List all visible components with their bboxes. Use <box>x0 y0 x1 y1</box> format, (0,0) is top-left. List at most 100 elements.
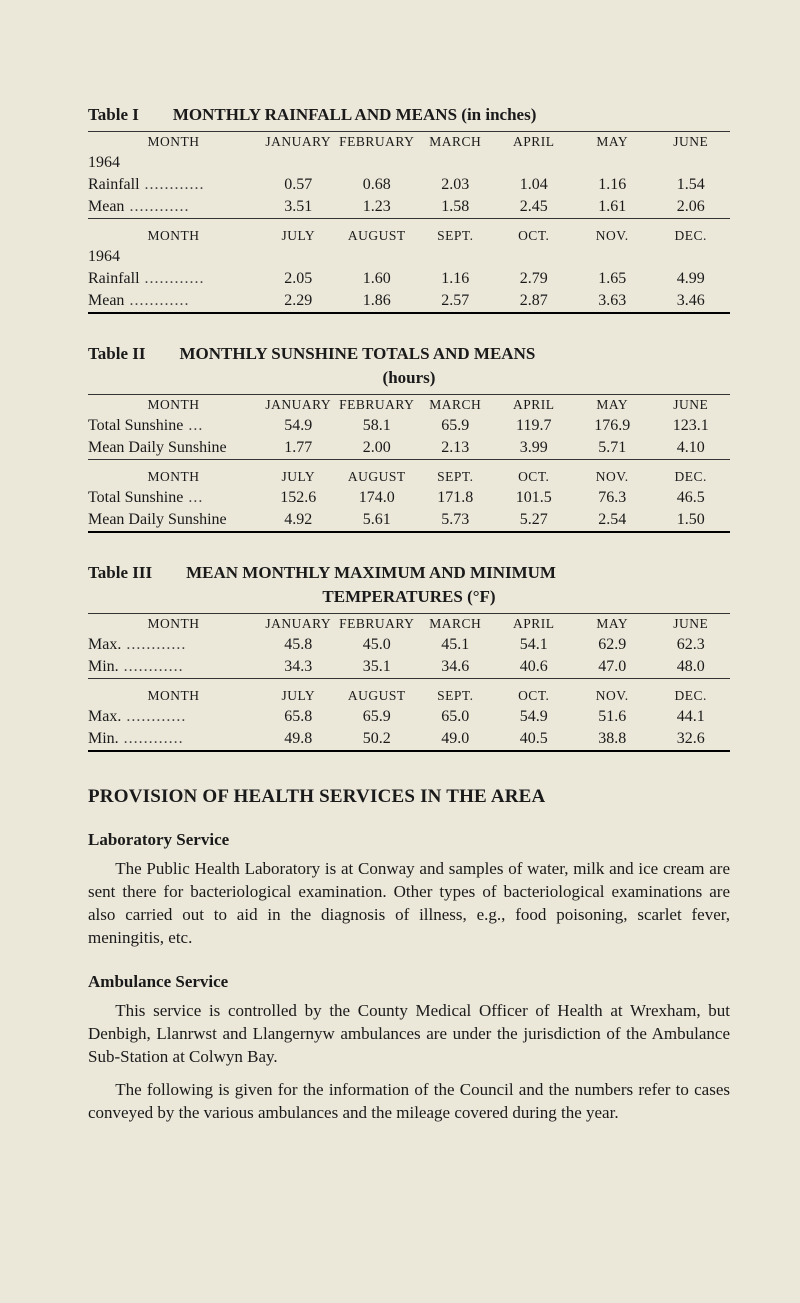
table-2-title-row: Table II MONTHLY SUNSHINE TOTALS AND MEA… <box>88 344 730 364</box>
col-head: NOV. <box>573 686 651 706</box>
col-head: JANUARY <box>259 395 337 416</box>
col-head: MARCH <box>416 614 494 635</box>
cell: 47.0 <box>573 656 651 679</box>
table-1: Table I MONTHLY RAINFALL AND MEANS (in i… <box>88 105 730 314</box>
col-head: AUGUST <box>338 686 416 706</box>
cell: 49.0 <box>416 728 494 750</box>
col-head: DEC. <box>651 467 730 487</box>
cell: 45.8 <box>259 634 337 656</box>
paragraph: This service is controlled by the County… <box>88 1000 730 1069</box>
table-row: Mean 2.29 1.86 2.57 2.87 3.63 3.46 <box>88 290 730 312</box>
col-head: JULY <box>259 686 337 706</box>
table-2-label: Table II <box>88 344 145 364</box>
col-head: OCT. <box>495 467 573 487</box>
table-row: Max. 65.8 65.9 65.0 54.9 51.6 44.1 <box>88 706 730 728</box>
cell: 1.16 <box>416 268 494 290</box>
cell: 4.99 <box>651 268 730 290</box>
row-name: Max. <box>88 708 186 725</box>
col-head: NOV. <box>573 467 651 487</box>
cell: 2.87 <box>495 290 573 312</box>
cell: 34.3 <box>259 656 337 679</box>
cell: 45.0 <box>338 634 416 656</box>
row-name: Min. <box>88 730 184 747</box>
cell: 65.9 <box>338 706 416 728</box>
col-head: SEPT. <box>416 467 494 487</box>
table-2-subtitle: (hours) <box>88 368 730 388</box>
cell: 3.51 <box>259 196 337 219</box>
cell: 34.6 <box>416 656 494 679</box>
table-row: Mean Daily Sunshine 4.92 5.61 5.73 5.27 … <box>88 509 730 531</box>
cell: 2.03 <box>416 174 494 196</box>
col-head: MAY <box>573 395 651 416</box>
cell: 38.8 <box>573 728 651 750</box>
table-row: Rainfall 2.05 1.60 1.16 2.79 1.65 4.99 <box>88 268 730 290</box>
cell: 4.10 <box>651 437 730 460</box>
cell: 54.9 <box>495 706 573 728</box>
cell: 48.0 <box>651 656 730 679</box>
cell: 3.99 <box>495 437 573 460</box>
month-header: MONTH <box>88 614 259 635</box>
cell: 65.8 <box>259 706 337 728</box>
col-head: SEPT. <box>416 226 494 246</box>
table-row: Mean 3.51 1.23 1.58 2.45 1.61 2.06 <box>88 196 730 219</box>
cell: 2.57 <box>416 290 494 312</box>
page: Table I MONTHLY RAINFALL AND MEANS (in i… <box>0 0 800 1214</box>
cell: 2.45 <box>495 196 573 219</box>
cell: 0.57 <box>259 174 337 196</box>
row-name: Mean <box>88 198 189 215</box>
subheading-ambulance: Ambulance Service <box>88 972 730 992</box>
cell: 5.73 <box>416 509 494 531</box>
table-1-title: MONTHLY RAINFALL AND MEANS (in inches) <box>173 105 537 125</box>
row-name: Mean Daily Sunshine <box>88 439 227 456</box>
row-name: Rainfall <box>88 176 205 193</box>
table-3-label: Table III <box>88 563 152 583</box>
cell: 1.54 <box>651 174 730 196</box>
cell: 51.6 <box>573 706 651 728</box>
row-name: Total Sunshine <box>88 417 203 434</box>
cell: 54.9 <box>259 415 337 437</box>
cell: 1.58 <box>416 196 494 219</box>
table-1-data: MONTH JANUARY FEBRUARY MARCH APRIL MAY J… <box>88 131 730 312</box>
cell: 54.1 <box>495 634 573 656</box>
cell: 58.1 <box>338 415 416 437</box>
table-row: Min. 34.3 35.1 34.6 40.6 47.0 48.0 <box>88 656 730 679</box>
row-name: Min. <box>88 658 184 675</box>
table-row: Total Sunshine 54.9 58.1 65.9 119.7 176.… <box>88 415 730 437</box>
cell: 62.3 <box>651 634 730 656</box>
cell: 44.1 <box>651 706 730 728</box>
thick-rule <box>88 531 730 533</box>
row-name: Mean <box>88 292 189 309</box>
cell: 40.6 <box>495 656 573 679</box>
cell: 40.5 <box>495 728 573 750</box>
cell: 123.1 <box>651 415 730 437</box>
thick-rule <box>88 750 730 752</box>
col-head: SEPT. <box>416 686 494 706</box>
col-head: FEBRUARY <box>338 395 416 416</box>
cell: 1.60 <box>338 268 416 290</box>
col-head: MARCH <box>416 132 494 153</box>
month-header: MONTH <box>88 395 259 416</box>
cell: 1.16 <box>573 174 651 196</box>
cell: 1.61 <box>573 196 651 219</box>
table-3-subtitle: TEMPERATURES (°F) <box>88 587 730 607</box>
paragraph: The Public Health Laboratory is at Conwa… <box>88 858 730 950</box>
col-head: APRIL <box>495 614 573 635</box>
table-row: Mean Daily Sunshine 1.77 2.00 2.13 3.99 … <box>88 437 730 460</box>
thick-rule <box>88 312 730 314</box>
cell: 119.7 <box>495 415 573 437</box>
table-3-title: MEAN MONTHLY MAXIMUM AND MINIMUM <box>186 563 556 583</box>
cell: 50.2 <box>338 728 416 750</box>
cell: 46.5 <box>651 487 730 509</box>
month-header: MONTH <box>88 686 259 706</box>
cell: 3.46 <box>651 290 730 312</box>
cell: 2.79 <box>495 268 573 290</box>
cell: 62.9 <box>573 634 651 656</box>
cell: 2.29 <box>259 290 337 312</box>
col-head: JULY <box>259 467 337 487</box>
cell: 2.06 <box>651 196 730 219</box>
col-head: DEC. <box>651 686 730 706</box>
cell: 32.6 <box>651 728 730 750</box>
col-head: APRIL <box>495 132 573 153</box>
cell: 76.3 <box>573 487 651 509</box>
cell: 4.92 <box>259 509 337 531</box>
